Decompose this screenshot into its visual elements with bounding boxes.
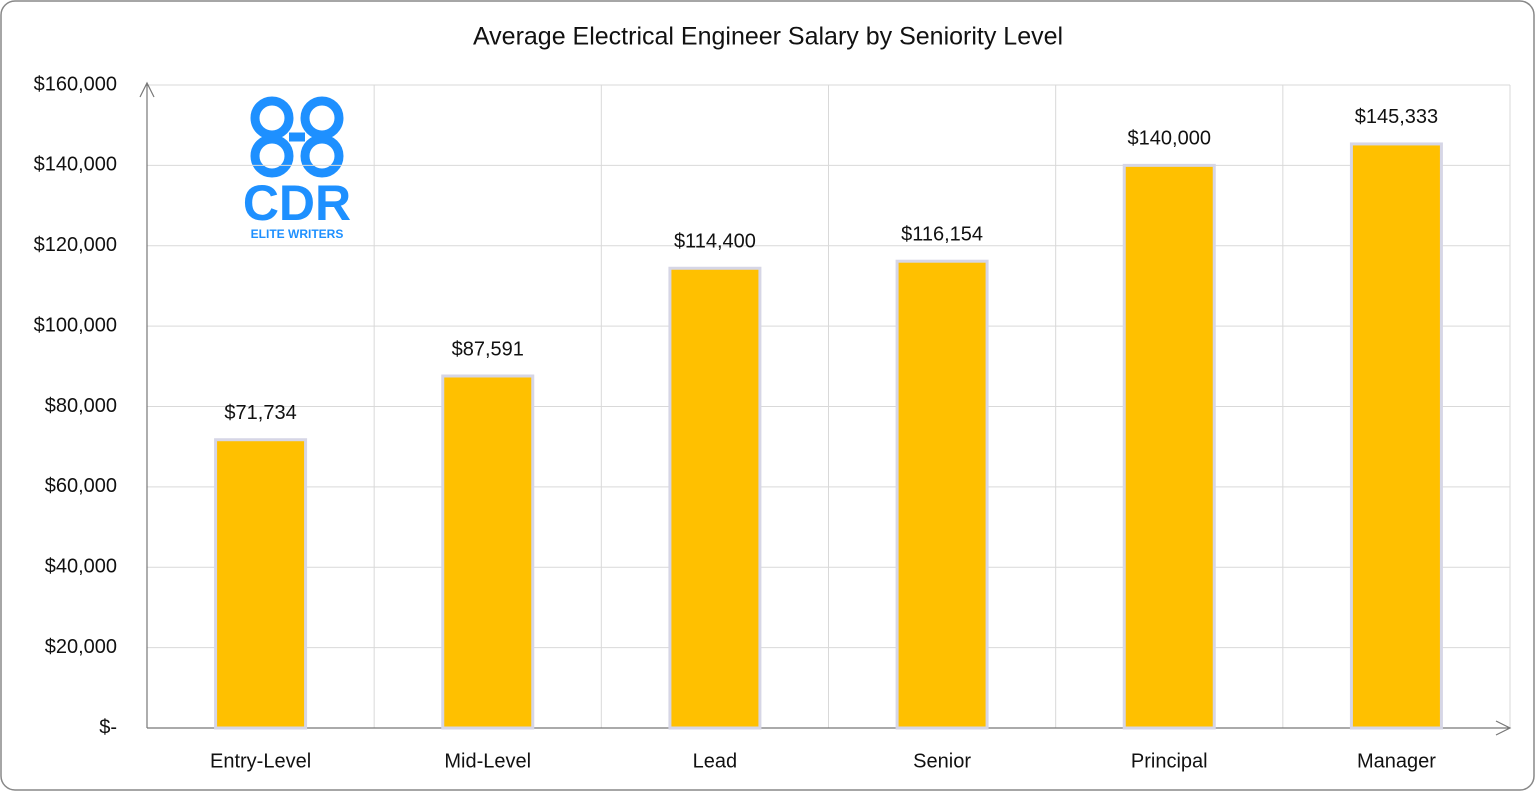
y-tick-label: $140,000 — [34, 154, 117, 176]
y-tick-label: $160,000 — [34, 73, 117, 95]
bar — [1349, 142, 1443, 730]
logo-subtext: ELITE WRITERS — [251, 227, 344, 241]
x-tick-label: Entry-Level — [210, 750, 311, 772]
logo: CDR ELITE WRITERS — [243, 96, 351, 241]
y-tick-label: $60,000 — [45, 475, 117, 497]
y-tick-label: $120,000 — [34, 234, 117, 256]
bar — [668, 266, 762, 730]
bar — [214, 438, 308, 730]
x-tick-label: Senior — [913, 750, 971, 772]
data-label: $114,400 — [674, 231, 756, 253]
logo-icon — [250, 96, 344, 178]
data-label: $71,734 — [224, 402, 296, 424]
y-tick-label: $100,000 — [34, 314, 117, 336]
bar — [441, 374, 535, 730]
data-label: $116,154 — [901, 223, 983, 245]
data-label: $140,000 — [1128, 128, 1211, 150]
chart-title: Average Electrical Engineer Salary by Se… — [473, 23, 1063, 51]
x-tick-label: Principal — [1131, 750, 1208, 772]
bar — [895, 259, 989, 730]
x-tick-label: Manager — [1357, 750, 1436, 772]
y-tick-label: $- — [99, 716, 117, 738]
y-tick-label: $80,000 — [45, 395, 117, 417]
data-label: $87,591 — [452, 338, 524, 360]
x-tick-label: Lead — [693, 750, 738, 772]
x-axis — [147, 720, 1512, 736]
data-label: $145,333 — [1355, 106, 1438, 128]
bar — [1122, 163, 1216, 730]
y-tick-label: $20,000 — [45, 636, 117, 658]
x-tick-label: Mid-Level — [444, 750, 531, 772]
logo-text: CDR — [243, 175, 351, 231]
y-tick-label: $40,000 — [45, 556, 117, 578]
y-axis — [139, 81, 155, 728]
